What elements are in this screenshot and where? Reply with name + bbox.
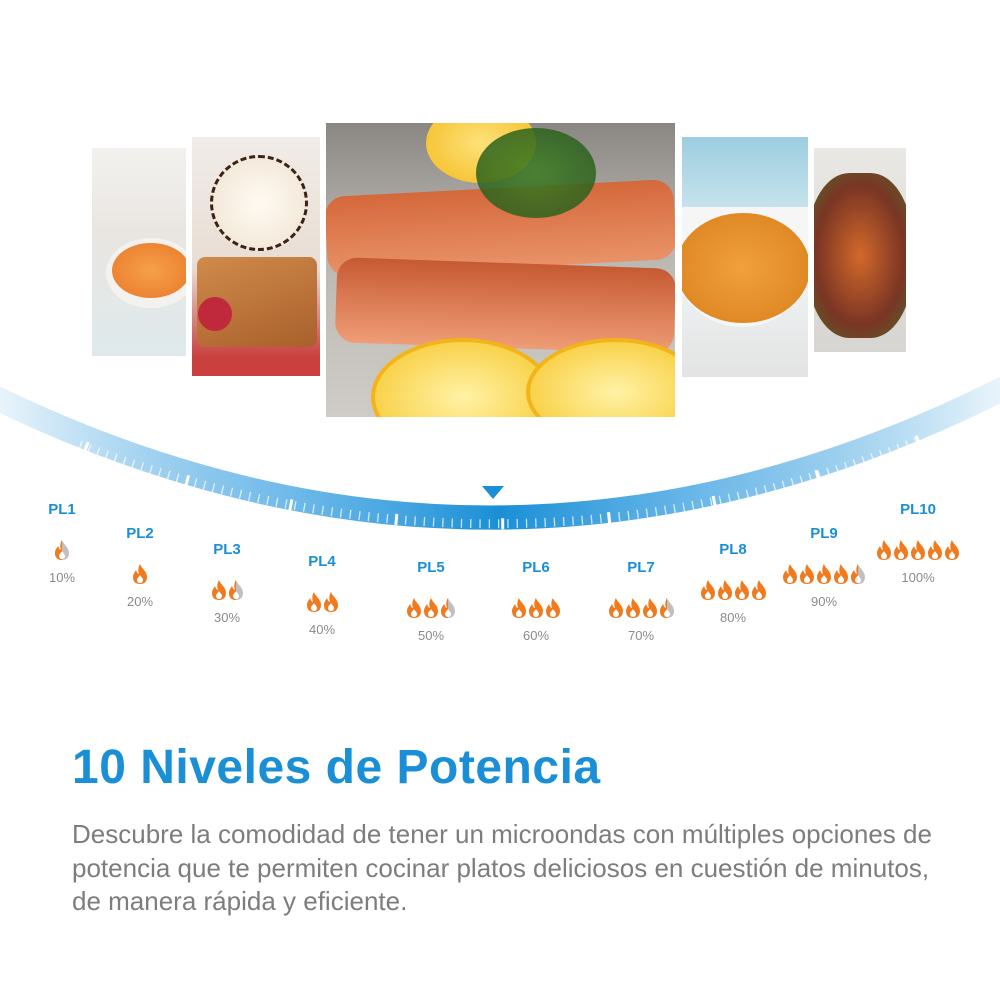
flame-icon	[928, 540, 942, 560]
flame-icon	[625, 598, 640, 618]
level-label: PL10	[900, 501, 936, 518]
photo-soup-bowl	[682, 137, 808, 377]
flame-icon	[642, 598, 657, 618]
photo-waffles-ice-cream	[192, 137, 320, 376]
level-label: PL4	[308, 553, 336, 570]
level-percent: 60%	[522, 628, 550, 643]
flame-rating	[863, 540, 973, 560]
flame-icon	[424, 598, 438, 618]
flame-rating	[7, 540, 117, 560]
photo-grilled-salmon-lemon	[326, 123, 675, 417]
flame-icon	[529, 598, 543, 618]
flame-icon	[834, 564, 848, 584]
flame-rating	[172, 580, 282, 600]
level-label: PL5	[417, 559, 445, 576]
flame-icon	[323, 592, 338, 612]
level-label: PL6	[522, 559, 550, 576]
half-flame-icon	[55, 540, 69, 560]
flame-icon	[751, 580, 766, 600]
level-label: PL9	[810, 525, 838, 542]
half-flame-icon	[441, 598, 455, 618]
level-percent: 50%	[417, 628, 445, 643]
flame-rating	[481, 598, 591, 618]
flame-rating	[678, 580, 788, 600]
level-label: PL8	[719, 541, 747, 558]
flame-icon	[734, 580, 749, 600]
flame-icon	[894, 540, 908, 560]
level-percent: 30%	[213, 610, 241, 625]
level-percent: 100%	[901, 570, 935, 585]
level-label: PL1	[48, 501, 76, 518]
level-percent: 40%	[308, 622, 336, 637]
flame-icon	[512, 598, 526, 618]
photo-pumpkin-puree	[92, 148, 186, 356]
level-percent: 20%	[126, 594, 154, 609]
level-percent: 90%	[810, 594, 838, 609]
level-label: PL2	[126, 525, 154, 542]
level-percent: 70%	[627, 628, 655, 643]
dial-ticks	[78, 435, 922, 529]
flame-icon	[783, 564, 797, 584]
flame-rating	[586, 598, 696, 618]
dial-major-ticks	[78, 434, 923, 530]
flame-icon	[608, 598, 623, 618]
flame-icon	[800, 564, 814, 584]
flame-icon	[546, 598, 560, 618]
flame-icon	[211, 580, 226, 600]
description: Descubre la comodidad de tener un microo…	[72, 819, 932, 916]
half-flame-icon	[851, 564, 865, 584]
triangle-down-icon	[482, 486, 504, 499]
flame-icon	[133, 564, 147, 584]
page-title: 10 Niveles de Potencia	[72, 741, 601, 794]
photo-roasted-vegetables	[814, 148, 906, 352]
level-label: PL3	[213, 541, 241, 558]
level-percent: 10%	[48, 570, 76, 585]
flame-rating	[769, 564, 879, 584]
flame-rating	[376, 598, 486, 618]
flame-icon	[717, 580, 732, 600]
half-flame-icon	[659, 598, 674, 618]
flame-icon	[911, 540, 925, 560]
flame-rating	[85, 564, 195, 584]
level-label: PL7	[627, 559, 655, 576]
flame-icon	[877, 540, 891, 560]
flame-rating	[267, 592, 377, 612]
level-percent: 80%	[719, 610, 747, 625]
half-flame-icon	[228, 580, 243, 600]
flame-icon	[700, 580, 715, 600]
flame-icon	[817, 564, 831, 584]
flame-icon	[306, 592, 321, 612]
flame-icon	[945, 540, 959, 560]
flame-icon	[407, 598, 421, 618]
